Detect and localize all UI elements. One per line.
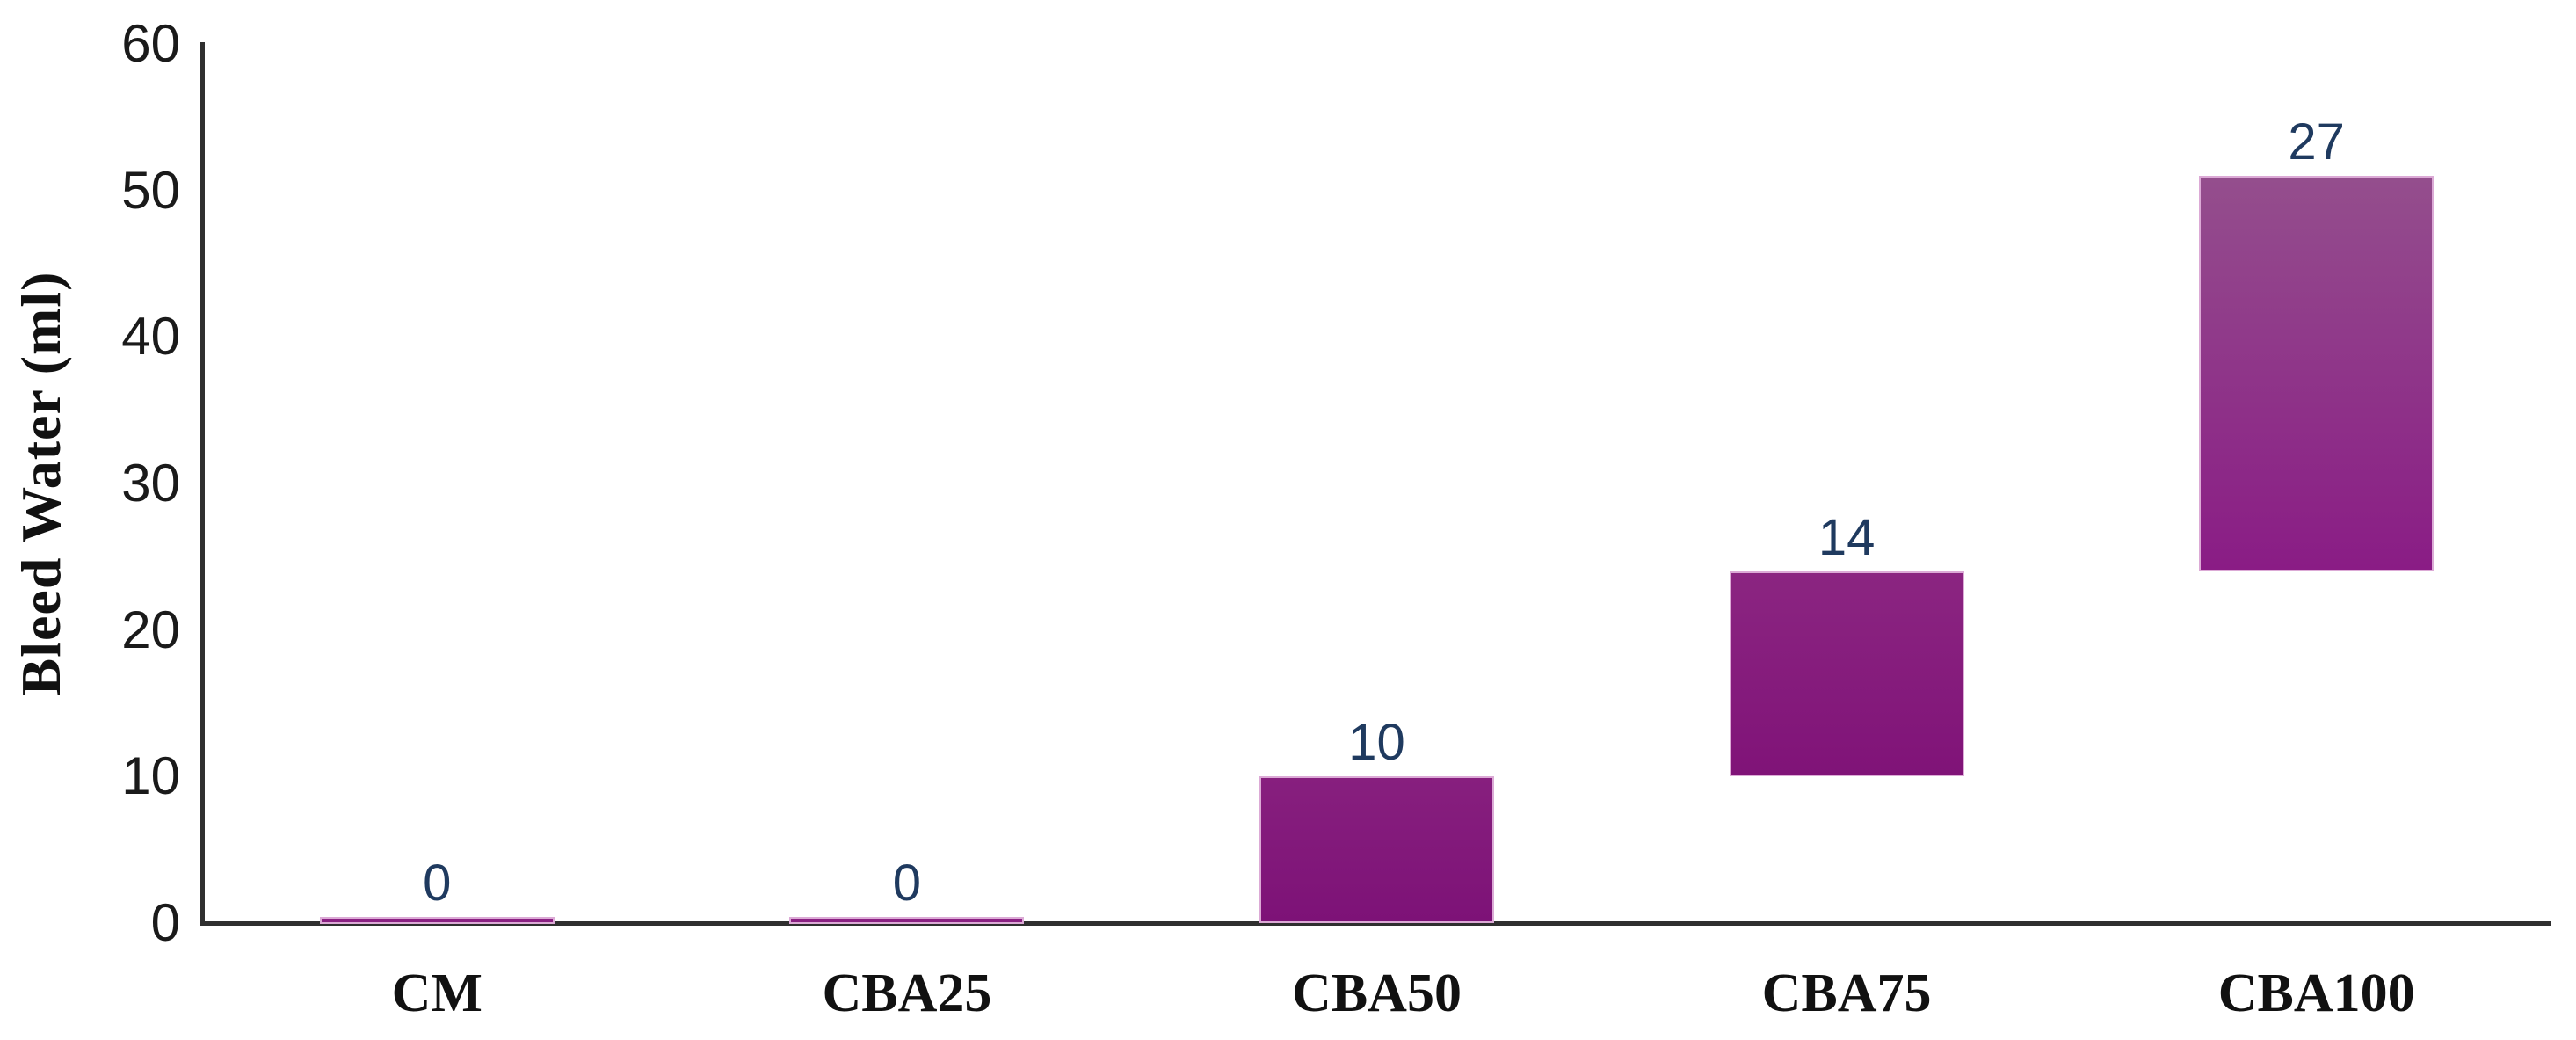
category-label-cba100: CBA100 — [2217, 964, 2415, 1023]
category-label-cba75: CBA75 — [1761, 964, 1932, 1023]
bar-cba25 — [789, 917, 1025, 924]
y-tick-label: 0 — [150, 893, 180, 952]
y-tick-label: 50 — [121, 160, 180, 220]
bar-cm — [319, 917, 555, 924]
y-tick-label: 30 — [121, 454, 180, 513]
category-label-cm: CM — [391, 964, 483, 1023]
category-label-cba25: CBA25 — [822, 964, 992, 1023]
data-label-cba100: 27 — [2288, 113, 2345, 171]
y-tick-label: 60 — [121, 14, 180, 73]
data-label-cm: 0 — [423, 855, 452, 912]
x-axis-line — [200, 921, 2551, 926]
bar-cba50 — [1259, 776, 1494, 923]
y-tick-label: 20 — [121, 600, 180, 659]
data-label-cba25: 0 — [892, 855, 922, 912]
y-axis-line — [200, 42, 205, 926]
y-tick-label: 40 — [121, 307, 180, 367]
data-label-cba50: 10 — [1348, 714, 1405, 772]
bar-cba75 — [1729, 571, 1964, 777]
category-label-cba50: CBA50 — [1292, 964, 1462, 1023]
bar-cba100 — [2199, 176, 2435, 571]
data-label-cba75: 14 — [1818, 509, 1876, 566]
y-tick-label: 10 — [121, 746, 180, 806]
